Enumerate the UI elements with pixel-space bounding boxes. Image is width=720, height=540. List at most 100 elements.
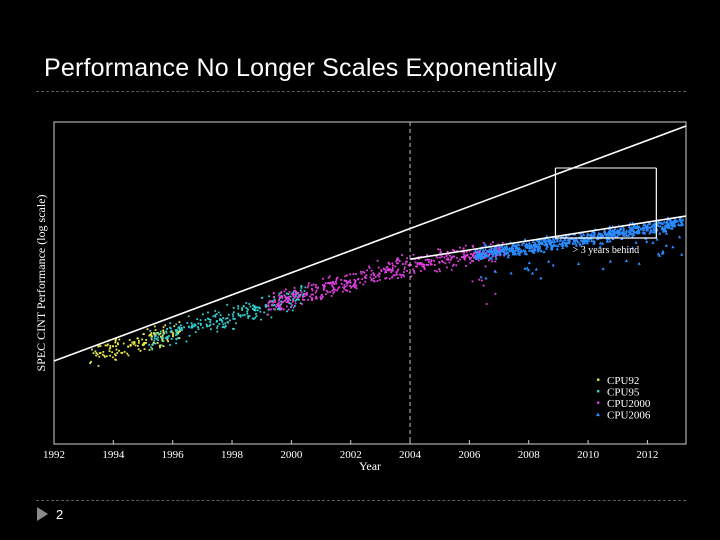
point-CPU95 <box>194 324 196 326</box>
point-CPU95 <box>218 319 221 321</box>
point-CPU2006 <box>598 241 602 245</box>
point-CPU2000 <box>321 284 324 287</box>
point-CPU2006 <box>583 238 587 242</box>
point-CPU2000 <box>284 299 286 302</box>
point-CPU2000 <box>291 300 294 303</box>
point-CPU95 <box>248 303 251 305</box>
point-CPU2000 <box>372 272 375 274</box>
point-CPU2000 <box>284 295 287 298</box>
point-CPU2000 <box>503 254 506 257</box>
point-CPU2000 <box>412 253 415 256</box>
point-CPU2000 <box>436 256 439 259</box>
point-CPU2000 <box>463 251 466 254</box>
point-CPU95 <box>150 346 152 349</box>
point-CPU92 <box>123 351 126 353</box>
point-CPU2000 <box>376 274 379 277</box>
point-CPU95 <box>161 344 163 347</box>
point-CPU95 <box>177 326 180 329</box>
point-CPU2000 <box>459 246 461 249</box>
point-CPU2006 <box>579 238 583 242</box>
point-CPU95 <box>298 294 301 297</box>
point-CPU2000 <box>268 300 271 302</box>
point-CPU2006 <box>516 251 520 255</box>
point-CPU2000 <box>341 286 344 289</box>
point-CPU2006 <box>592 234 596 238</box>
point-CPU2006 <box>561 246 565 249</box>
point-CPU2000 <box>416 263 419 266</box>
point-CPU2006 <box>634 240 638 244</box>
point-CPU2000 <box>347 281 349 283</box>
point-CPU2006 <box>520 242 524 246</box>
point-CPU2000 <box>441 260 443 262</box>
point-CPU2006 <box>615 229 620 233</box>
point-CPU92 <box>114 341 117 344</box>
point-CPU2000 <box>472 260 474 262</box>
point-CPU92 <box>162 345 165 348</box>
point-CPU95 <box>154 342 157 345</box>
point-CPU2006 <box>547 259 551 263</box>
point-CPU95 <box>180 328 183 331</box>
point-CPU2000 <box>322 277 324 280</box>
point-CPU2000 <box>276 305 279 307</box>
point-CPU2006 <box>589 234 594 238</box>
point-CPU2000 <box>303 299 306 301</box>
point-CPU2006 <box>656 223 660 227</box>
point-CPU2006 <box>492 248 496 252</box>
point-CPU92 <box>172 335 174 338</box>
point-CPU2000 <box>433 264 436 266</box>
point-CPU2000 <box>359 270 362 273</box>
point-CPU2000 <box>293 287 296 289</box>
point-CPU2000 <box>493 270 496 273</box>
point-CPU2006 <box>657 253 662 257</box>
point-CPU95 <box>246 312 249 315</box>
point-CPU2000 <box>291 292 294 295</box>
point-CPU95 <box>170 338 173 340</box>
point-CPU2000 <box>423 268 426 271</box>
point-CPU95 <box>216 330 219 333</box>
point-CPU2006 <box>479 275 483 279</box>
point-CPU2000 <box>456 256 458 259</box>
point-CPU2000 <box>302 296 304 298</box>
point-CPU2000 <box>281 301 283 304</box>
point-CPU2000 <box>279 296 282 298</box>
point-CPU2006 <box>536 247 540 251</box>
point-CPU95 <box>209 319 212 321</box>
point-CPU95 <box>259 310 262 313</box>
point-CPU2006 <box>517 252 522 256</box>
point-CPU2006 <box>648 231 652 235</box>
point-CPU95 <box>221 320 224 323</box>
point-CPU2000 <box>445 254 448 257</box>
point-CPU2006 <box>514 243 518 247</box>
point-CPU95 <box>264 304 267 306</box>
point-CPU2000 <box>366 269 368 272</box>
point-CPU2006 <box>494 256 498 260</box>
point-CPU95 <box>155 338 158 340</box>
point-CPU2000 <box>288 297 290 300</box>
point-CPU92 <box>106 344 108 347</box>
point-CPU95 <box>242 305 245 308</box>
point-CPU2006 <box>592 240 597 244</box>
point-CPU2000 <box>374 276 377 278</box>
point-CPU2000 <box>349 290 351 293</box>
point-CPU2000 <box>398 260 401 262</box>
point-CPU2006 <box>601 234 605 238</box>
point-CPU2006 <box>579 234 583 237</box>
point-CPU2000 <box>427 261 430 263</box>
point-CPU2000 <box>314 291 317 294</box>
trend-line-actual <box>409 215 687 260</box>
point-CPU2006 <box>578 243 583 247</box>
point-CPU2000 <box>310 293 313 296</box>
point-CPU2000 <box>372 277 375 280</box>
point-CPU2006 <box>677 223 681 226</box>
point-CPU2000 <box>449 259 452 261</box>
point-CPU2006 <box>649 228 653 232</box>
point-CPU2000 <box>459 258 461 261</box>
point-CPU92 <box>96 353 99 356</box>
point-CPU2006 <box>542 250 546 254</box>
point-CPU2000 <box>331 285 334 288</box>
point-CPU2006 <box>571 241 575 245</box>
point-CPU2006 <box>631 246 635 249</box>
x-tick-label: 2010 <box>577 449 600 461</box>
point-CPU2006 <box>555 247 559 251</box>
point-CPU2000 <box>297 295 300 298</box>
